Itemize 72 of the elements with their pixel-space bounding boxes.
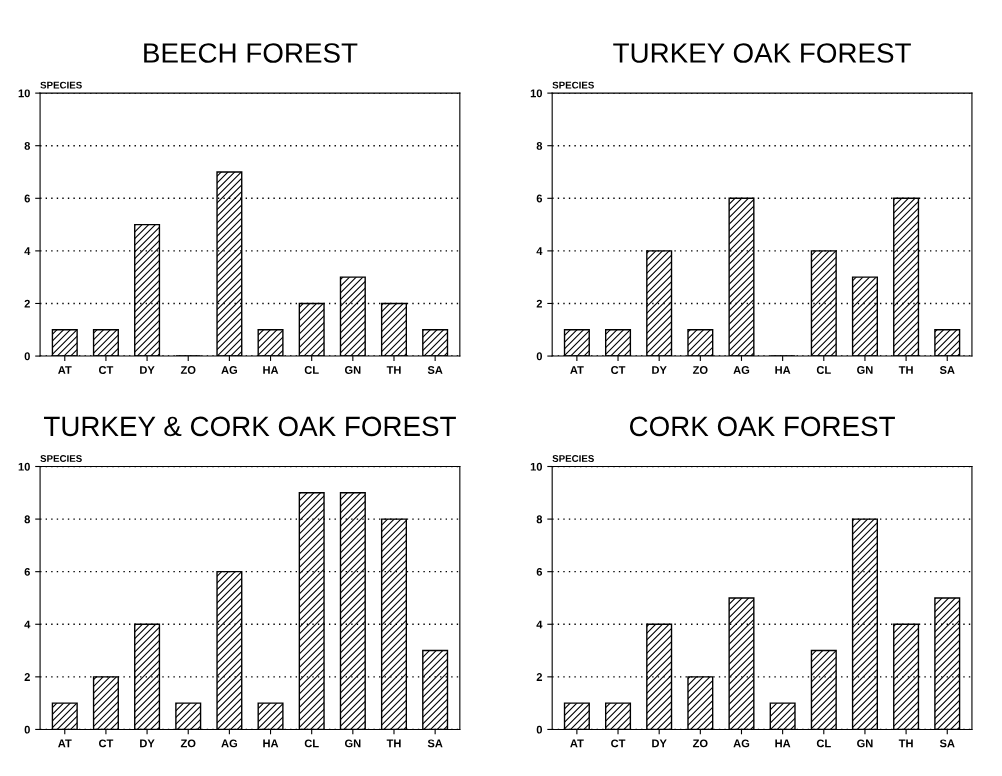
y-tick-label: 6 xyxy=(536,567,543,576)
x-tick-label: GN xyxy=(344,366,361,374)
x-tick-label: SA xyxy=(939,366,955,374)
y-axis-title: SPECIES xyxy=(552,455,594,462)
x-tick-label: ZO xyxy=(692,366,708,374)
y-tick-label: 6 xyxy=(24,567,30,576)
y-tick-label: 8 xyxy=(536,515,543,524)
x-tick-label: AG xyxy=(733,366,750,374)
y-tick-label: 10 xyxy=(530,462,543,471)
x-tick-label: DY xyxy=(140,739,155,748)
y-tick-label: 0 xyxy=(536,352,543,361)
x-tick-label: CT xyxy=(611,366,626,374)
y-tick-label: 4 xyxy=(24,620,31,629)
chart-title: TURKEY OAK FOREST xyxy=(613,43,911,63)
y-tick-label: 4 xyxy=(24,247,31,255)
x-tick-label: HA xyxy=(263,739,279,748)
chart-title: TURKEY & CORK OAK FOREST xyxy=(44,416,456,437)
x-tick-label: ZO xyxy=(180,739,196,748)
x-tick-label: CL xyxy=(304,739,319,748)
x-tick-label: TH xyxy=(386,739,401,748)
y-axis-title: SPECIES xyxy=(40,81,82,89)
x-tick-label: TH xyxy=(386,366,401,374)
x-tick-label: GN xyxy=(857,739,873,748)
y-tick-label: 0 xyxy=(24,352,30,361)
y-tick-label: 2 xyxy=(24,299,30,308)
y-tick-label: 8 xyxy=(24,141,31,150)
y-axis-title: SPECIES xyxy=(552,81,594,89)
y-tick-label: 10 xyxy=(18,89,30,98)
x-tick-label: AG xyxy=(221,739,238,748)
y-tick-label: 6 xyxy=(536,194,543,203)
x-tick-label: SA xyxy=(427,739,443,748)
y-tick-label: 2 xyxy=(24,673,30,681)
x-tick-label: ZO xyxy=(692,739,708,748)
x-tick-label: SA xyxy=(939,739,955,748)
x-tick-label: HA xyxy=(775,739,791,748)
x-tick-label: AG xyxy=(733,739,750,748)
y-tick-label: 2 xyxy=(536,673,543,681)
chart-title: BEECH FOREST xyxy=(144,43,358,63)
x-tick-label: TH xyxy=(898,366,913,374)
x-tick-label: HA xyxy=(775,366,791,374)
x-tick-label: CT xyxy=(611,739,626,748)
y-tick-label: 10 xyxy=(18,462,30,471)
x-tick-label: AT xyxy=(570,739,584,748)
y-tick-label: 6 xyxy=(24,194,30,203)
x-tick-label: GN xyxy=(857,366,873,374)
x-tick-label: HA xyxy=(263,366,279,374)
y-axis-title: SPECIES xyxy=(40,455,82,462)
x-tick-label: DY xyxy=(652,739,667,748)
x-tick-label: AT xyxy=(58,366,72,374)
x-tick-label: GN xyxy=(344,739,361,748)
x-tick-label: CL xyxy=(816,739,831,748)
x-tick-label: DY xyxy=(652,366,667,374)
x-tick-label: DY xyxy=(140,366,155,374)
y-tick-label: 2 xyxy=(536,299,543,308)
x-tick-label: CL xyxy=(816,366,831,374)
y-tick-label: 8 xyxy=(536,141,543,150)
x-tick-label: AG xyxy=(221,366,238,374)
x-tick-label: TH xyxy=(898,739,913,748)
x-tick-label: SA xyxy=(427,366,443,374)
y-tick-label: 4 xyxy=(536,247,543,255)
y-tick-label: 4 xyxy=(536,620,543,629)
x-tick-label: AT xyxy=(570,366,584,374)
y-tick-label: 0 xyxy=(24,725,30,734)
y-tick-label: 0 xyxy=(536,725,543,734)
x-tick-label: ZO xyxy=(180,366,196,374)
x-tick-label: CT xyxy=(98,366,114,374)
x-tick-label: CT xyxy=(98,739,114,748)
x-tick-label: CL xyxy=(304,366,319,374)
x-tick-label: AT xyxy=(58,739,72,748)
chart-title: CORK OAK FOREST xyxy=(629,416,895,437)
y-tick-label: 8 xyxy=(24,515,31,524)
y-tick-label: 10 xyxy=(530,89,543,98)
